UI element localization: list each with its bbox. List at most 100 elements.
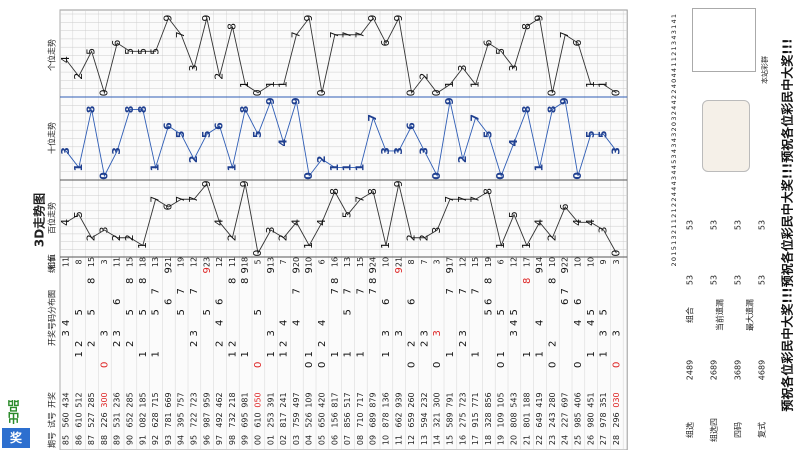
dist-digit: 2	[112, 341, 123, 347]
stats-header: 当前遗漏	[715, 299, 725, 331]
distribution-label: 开奖号码分布图	[47, 290, 57, 346]
issue-number: 05	[318, 435, 327, 445]
side-count: 4	[670, 187, 678, 191]
stats-row-name: 组选	[685, 422, 695, 438]
hundreds-point: 2	[110, 234, 123, 241]
draw-row: 11 662 939 219 3	[394, 257, 405, 445]
tens-point: 4	[277, 138, 290, 146]
sum-value: 14	[535, 257, 544, 267]
side-count: 3	[670, 41, 678, 45]
test-number: 109	[497, 412, 506, 427]
stats-combo: 2689	[710, 360, 719, 380]
tens-point: 5	[174, 131, 187, 139]
draw-row: 93 781 669 21 6 9	[163, 257, 174, 445]
draw-row: 96 987 959 239 5	[202, 257, 213, 445]
side-count: 4	[670, 138, 678, 142]
dist-digit: 5	[138, 309, 149, 315]
dist-digit: 7	[471, 288, 482, 294]
ones-point: 9	[161, 15, 174, 22]
winning-number: 260	[407, 392, 416, 407]
dist-digit: 1	[74, 351, 85, 357]
dist-digit: 4	[317, 320, 328, 326]
dist-digit: 7	[355, 288, 366, 294]
dist-digit: 5	[586, 309, 597, 315]
issue-number: 85	[62, 435, 71, 445]
ones-point: 5	[136, 48, 149, 55]
winning-number: 030	[612, 392, 621, 407]
dist-digit: 3	[458, 330, 469, 336]
header-label: 期号	[48, 432, 57, 448]
sum-value: 21	[394, 257, 403, 267]
dist-digit: 0	[573, 362, 584, 368]
sum-value: 15	[87, 257, 96, 267]
stats-row-name: 复式	[757, 422, 767, 438]
test-number: 978	[599, 412, 608, 427]
header-label: 试号	[47, 412, 57, 428]
side-count: 2	[670, 90, 678, 94]
brand-logo: 奖	[2, 428, 30, 448]
test-number: 781	[164, 412, 173, 427]
tens-point: 0	[430, 172, 443, 180]
dist-digit: 5	[202, 309, 213, 315]
tens-point: 6	[405, 122, 418, 130]
side-count: 2	[670, 95, 678, 99]
dist-digit: 0	[317, 362, 328, 368]
hundreds-point: 0	[609, 250, 622, 257]
ones-point: 1	[264, 81, 277, 88]
winning-number: 434	[62, 392, 71, 407]
ones-point: 7	[341, 31, 354, 38]
issue-number: 06	[330, 435, 339, 445]
ones-point: 4	[59, 56, 72, 63]
stats-current: 53	[686, 275, 695, 285]
tens-point: 1	[149, 164, 162, 172]
ones-point: 0	[251, 89, 264, 96]
stats-title: 统计	[47, 257, 57, 273]
hundreds-point: 4	[213, 219, 226, 226]
dist-digit: 7	[151, 288, 162, 294]
hundreds-point: 8	[366, 188, 379, 195]
side-count: 3	[670, 133, 678, 137]
hundreds-point: 8	[328, 188, 341, 195]
winning-number: 697	[561, 392, 570, 407]
side-count: 1	[670, 63, 678, 67]
tens-point: 1	[328, 164, 341, 172]
ones-point: 0	[405, 89, 418, 96]
sum-value: 7	[420, 259, 429, 264]
issue-number: 15	[446, 435, 455, 445]
dist-digit: 5	[151, 309, 162, 315]
tens-point: 1	[533, 164, 546, 172]
stats-header: 最大遗漏	[745, 299, 755, 331]
test-number: 662	[394, 412, 403, 427]
side-count: 2	[670, 198, 678, 202]
ones-point: 0	[609, 89, 622, 96]
hundreds-point: 2	[545, 234, 558, 241]
dist-digit: 3	[99, 330, 110, 336]
sum-value: 11	[62, 257, 71, 267]
dist-digit: 8	[240, 278, 251, 284]
ones-point: 0	[315, 89, 328, 96]
issue-number: 11	[394, 435, 403, 445]
dist-digit: 1	[330, 351, 341, 357]
tens-point: 3	[609, 147, 622, 155]
draw-row: 85 560 434 11 4 3	[61, 257, 72, 445]
dist-digit: 3	[509, 330, 520, 336]
tens-point: 8	[238, 106, 251, 114]
side-count: 4	[670, 149, 678, 153]
issue-number: 21	[522, 435, 531, 445]
dist-digit: 2	[547, 341, 558, 347]
hundreds-point: 7	[149, 196, 162, 203]
tens-point: 9	[264, 97, 277, 105]
side-count: 1	[670, 241, 678, 245]
tens-point: 0	[302, 172, 315, 180]
hundreds-point: 2	[225, 234, 238, 241]
side-count: 4	[670, 106, 678, 110]
side-count: 4	[670, 68, 678, 72]
dist-digit: 8	[547, 278, 558, 284]
